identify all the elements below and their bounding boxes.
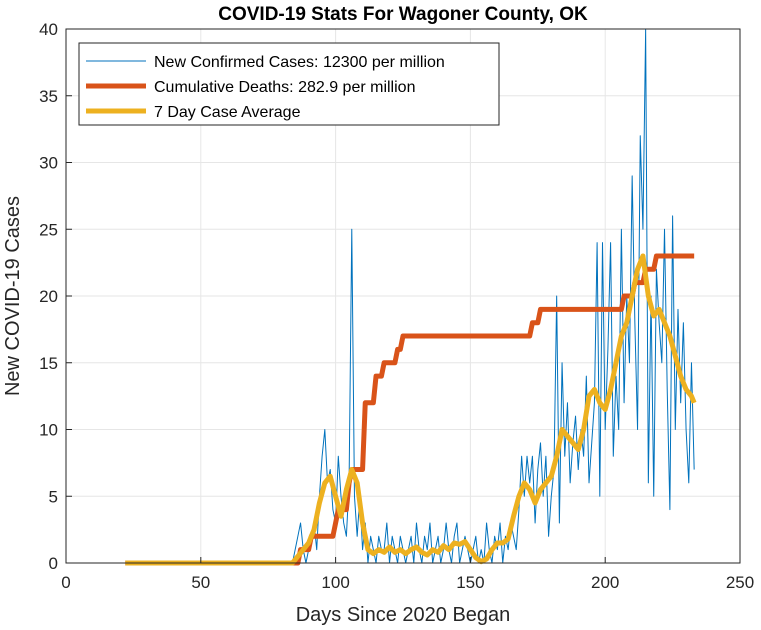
- y-tick-label: 5: [49, 487, 58, 506]
- x-axis-label: Days Since 2020 Began: [296, 604, 511, 626]
- legend-entry: Cumulative Deaths: 282.9 per million: [154, 79, 415, 96]
- y-tick-label: 0: [49, 554, 58, 573]
- x-tick-label: 50: [191, 573, 210, 592]
- legend-entry: New Confirmed Cases: 12300 per million: [154, 54, 445, 71]
- y-tick-label: 20: [39, 287, 58, 306]
- y-tick-label: 25: [39, 220, 58, 239]
- legend-entry: 7 Day Case Average: [154, 104, 301, 121]
- y-axis-label: New COVID-19 Cases: [2, 196, 24, 396]
- legend-box: [78, 42, 500, 126]
- chart-title: COVID-19 Stats For Wagoner County, OK: [218, 4, 588, 25]
- x-tick-label: 100: [321, 573, 349, 592]
- y-tick-label: 35: [39, 87, 58, 106]
- x-tick-label: 150: [456, 573, 484, 592]
- y-tick-label: 30: [39, 154, 58, 173]
- x-tick-label: 200: [591, 573, 619, 592]
- legend: New Confirmed Cases: 12300 per million Cu…: [78, 42, 500, 126]
- y-tick-label: 10: [39, 421, 58, 440]
- x-tick-label: 0: [61, 573, 70, 592]
- tick-labels: 0 50 100 150 200 250 0 5 10 15 20 25 30 35 40: [39, 20, 754, 592]
- seven-day-average-line: [125, 253, 697, 566]
- y-tick-label: 15: [39, 354, 58, 373]
- x-tick-label: 250: [726, 573, 754, 592]
- y-tick-label: 40: [39, 20, 58, 39]
